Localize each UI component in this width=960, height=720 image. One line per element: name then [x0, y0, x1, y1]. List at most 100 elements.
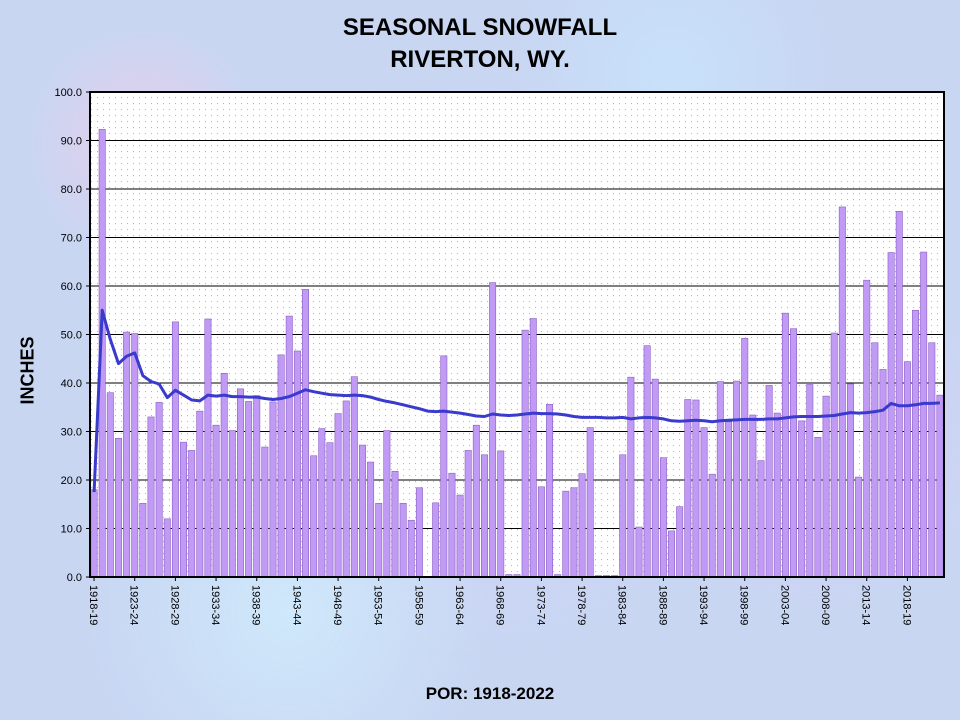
bar	[188, 450, 196, 578]
bar	[163, 518, 171, 578]
bar	[334, 413, 342, 578]
bar	[586, 427, 594, 578]
bar	[724, 421, 732, 578]
bar	[375, 502, 383, 578]
x-tick-label: 1968-69	[494, 585, 506, 625]
bar	[196, 410, 204, 578]
y-axis: 0.0 10.0 20.0 30.0 40.0 50.0 60.0 70.0 80.0 90.0 1…	[54, 87, 90, 584]
bar	[489, 282, 497, 578]
bar	[708, 473, 716, 578]
x-tick-label: 1923-24	[128, 585, 140, 625]
y-tick-label: 100.0	[54, 87, 82, 99]
bar	[936, 394, 944, 578]
bar	[220, 372, 228, 578]
bar	[367, 461, 375, 578]
bar	[537, 486, 545, 578]
bar	[700, 427, 708, 578]
bar	[895, 211, 903, 578]
x-tick-label: 1983-84	[616, 585, 628, 625]
bar	[928, 342, 936, 578]
bar	[180, 441, 188, 578]
x-tick-label: 1963-64	[453, 585, 465, 625]
x-tick-label: 2018-19	[900, 585, 912, 625]
bar	[578, 473, 586, 578]
bar	[781, 312, 789, 578]
bar	[668, 530, 676, 578]
x-tick-label: 2003-04	[778, 585, 790, 625]
bar	[741, 338, 749, 578]
bar	[147, 416, 155, 578]
bar	[651, 378, 659, 578]
bar	[391, 470, 399, 578]
bar	[131, 333, 139, 578]
bar	[806, 384, 814, 578]
bar	[798, 420, 806, 578]
x-axis: 1918-19 1923-24 1928-29 1933-34 1938-39 1943-…	[87, 577, 912, 625]
bar	[114, 437, 122, 578]
bar	[497, 450, 505, 578]
bar	[887, 252, 895, 578]
bar	[749, 414, 757, 578]
y-tick-label: 40.0	[61, 378, 82, 390]
y-tick-label: 90.0	[61, 136, 82, 148]
bar	[407, 519, 415, 578]
bar	[139, 502, 147, 578]
bar	[293, 350, 301, 578]
bar	[318, 428, 326, 578]
y-tick-label: 80.0	[61, 184, 82, 196]
bar	[448, 472, 456, 578]
bar	[546, 404, 554, 578]
bar	[619, 454, 627, 578]
bar	[261, 446, 269, 578]
bar	[879, 369, 887, 578]
bar	[277, 354, 285, 578]
bar	[253, 395, 261, 578]
bar	[204, 318, 212, 578]
bar	[212, 424, 220, 578]
average-line-series	[92, 308, 940, 493]
bar	[570, 487, 578, 578]
average-line	[92, 308, 940, 493]
bar	[342, 400, 350, 578]
bar	[830, 332, 838, 578]
y-tick-label: 0.0	[67, 572, 82, 584]
bar	[912, 309, 920, 578]
bar	[480, 454, 488, 578]
bar	[358, 444, 366, 578]
bar	[676, 506, 684, 578]
bar	[765, 385, 773, 578]
bar	[529, 318, 537, 578]
bar	[456, 494, 464, 578]
x-tick-label: 1948-49	[331, 585, 343, 625]
bar	[716, 381, 724, 578]
bar	[326, 442, 334, 578]
bar	[228, 430, 236, 578]
bar	[521, 329, 529, 578]
bar	[814, 437, 822, 578]
x-tick-label: 1918-19	[87, 585, 99, 625]
bar	[432, 502, 440, 578]
x-tick-label: 1943-44	[290, 585, 302, 625]
bar	[920, 251, 928, 578]
bar	[472, 424, 480, 578]
bar	[773, 412, 781, 578]
bar	[838, 206, 846, 578]
bar	[627, 376, 635, 578]
chart-title: SEASONAL SNOWFALL	[342, 14, 618, 41]
x-tick-label: 1933-34	[209, 585, 221, 625]
bar	[643, 345, 651, 578]
bar	[302, 289, 310, 578]
bar	[399, 502, 407, 578]
bar	[635, 526, 643, 578]
bar	[245, 401, 253, 578]
bar	[440, 355, 448, 578]
chart-subtitle: RIVERTON, WY.	[390, 46, 570, 73]
x-tick-label: 1988-89	[656, 585, 668, 625]
bar	[659, 457, 667, 578]
bar	[863, 279, 871, 578]
x-tick-label: 2008-09	[819, 585, 831, 625]
bar	[464, 450, 472, 578]
bar	[822, 395, 830, 578]
bar	[236, 388, 244, 578]
